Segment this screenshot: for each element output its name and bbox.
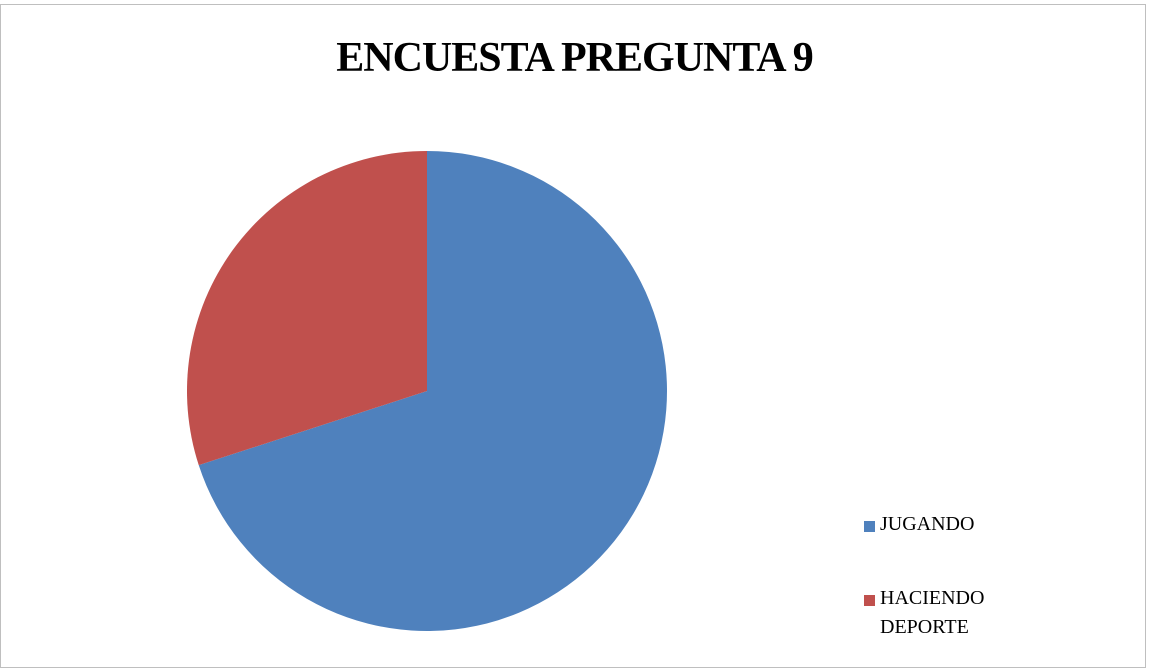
legend-item: JUGANDO — [864, 513, 1020, 539]
pie-slice — [186, 151, 427, 466]
pie-slice — [198, 151, 667, 632]
legend-item: HACIENDO DEPORTE — [864, 587, 1020, 642]
legend-label: HACIENDO DEPORTE — [880, 587, 985, 638]
legend-swatch — [864, 521, 875, 532]
chart-frame — [0, 4, 1146, 668]
legend-label: JUGANDO — [880, 513, 975, 535]
legend-swatch — [864, 595, 875, 606]
chart-title: ENCUESTA PREGUNTA 9 — [336, 35, 814, 81]
